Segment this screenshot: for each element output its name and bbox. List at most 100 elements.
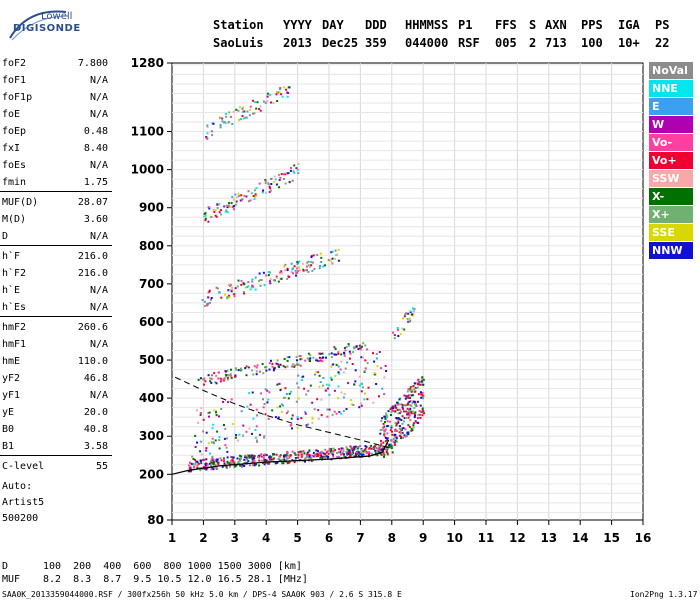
echo-dot: [397, 420, 400, 423]
echo-dot: [315, 370, 318, 373]
y-tick-label: 900: [139, 201, 164, 215]
echo-dot: [346, 454, 349, 457]
y-tick-label: 80: [147, 513, 164, 527]
echo-dot: [338, 411, 341, 413]
echo-dot: [385, 412, 388, 415]
echo-dot: [390, 407, 393, 409]
param-value: 3.60: [83, 214, 108, 225]
echo-dot: [250, 192, 253, 195]
echo-dot: [412, 422, 415, 425]
echo-dot: [330, 352, 333, 355]
echo-dot: [203, 466, 205, 469]
echo-dot: [253, 198, 256, 200]
echo-dot: [315, 358, 318, 361]
echo-dot: [278, 173, 280, 176]
echo-dot: [297, 270, 300, 273]
auto-artist: Artist5: [2, 497, 45, 508]
echo-dot: [292, 272, 294, 275]
echo-dot: [302, 449, 305, 452]
echo-dot: [413, 307, 416, 310]
echo-dot: [245, 116, 248, 119]
echo-dot: [215, 459, 217, 462]
echo-dot: [419, 383, 422, 386]
echo-dot: [200, 407, 203, 410]
echo-dot: [389, 408, 392, 411]
echo-dot: [223, 379, 226, 381]
echo-dot: [274, 462, 277, 465]
echo-dot: [406, 435, 408, 437]
echo-dot: [214, 439, 217, 442]
echo-dot: [264, 459, 267, 462]
echo-dot: [324, 356, 327, 359]
echo-dot: [408, 425, 411, 428]
echo-dot: [360, 348, 363, 351]
echo-dot: [353, 383, 356, 386]
header-row2-cell: 2: [529, 36, 537, 50]
y-tick-label: 1100: [131, 125, 164, 139]
param-separator: [0, 245, 112, 246]
echo-dot: [400, 419, 403, 421]
param-name: foF1: [2, 75, 27, 86]
echo-dot: [343, 352, 346, 355]
echo-dot: [289, 454, 292, 457]
echo-dot: [233, 466, 236, 469]
echo-dot: [294, 364, 296, 367]
echo-dot: [409, 310, 412, 313]
echo-dot: [404, 428, 407, 431]
param-name: B1: [2, 441, 15, 452]
echo-dot: [291, 363, 294, 366]
echo-dot: [218, 291, 220, 294]
echo-dot: [370, 447, 373, 450]
echo-dot: [246, 286, 249, 288]
echo-dot: [288, 392, 291, 395]
echo-dot: [266, 389, 269, 392]
echo-dot: [380, 444, 383, 447]
echo-dot: [240, 457, 242, 460]
param-value: N/A: [89, 109, 108, 120]
echo-dot: [294, 457, 297, 459]
echo-dot: [203, 300, 206, 303]
echo-dot: [304, 460, 306, 463]
echo-dot: [339, 449, 342, 452]
echo-dot: [197, 378, 200, 381]
echo-dot: [315, 449, 318, 452]
echo-dot: [210, 130, 213, 133]
echo-dot: [352, 404, 355, 406]
echo-dot: [336, 452, 339, 454]
echo-dot: [207, 206, 210, 209]
param-row: D N/A: [2, 229, 108, 245]
echo-dot: [232, 456, 235, 459]
echo-dot: [308, 450, 311, 453]
echo-dot: [245, 365, 248, 368]
echo-dot: [375, 383, 378, 385]
echo-dot: [253, 459, 256, 462]
echo-dot: [236, 462, 239, 465]
echo-dot: [398, 427, 401, 430]
echo-dot: [366, 398, 369, 401]
echo-dot: [241, 115, 244, 117]
param-name: h`F: [2, 251, 21, 262]
echo-dot: [211, 437, 214, 440]
echo-dot: [311, 416, 314, 419]
echo-dot: [401, 415, 404, 418]
echo-dot: [297, 453, 300, 456]
echo-dot: [390, 411, 393, 414]
echo-dot: [382, 422, 385, 425]
param-name: yF1: [2, 390, 21, 401]
echo-dot: [391, 445, 394, 448]
echo-dot: [328, 384, 331, 387]
echo-dot: [328, 353, 331, 356]
echo-dot: [414, 420, 417, 423]
profile-curve: [174, 376, 389, 449]
echo-dot: [257, 455, 260, 457]
echo-dot: [401, 406, 404, 409]
param-value: 46.8: [83, 373, 108, 384]
echo-dot: [206, 463, 209, 466]
echo-dot: [227, 283, 230, 286]
echo-dot: [348, 451, 351, 454]
echo-dot: [206, 126, 209, 129]
y-tick-label: 500: [139, 353, 164, 367]
echo-dot: [288, 356, 291, 359]
param-row: C-level 55: [2, 459, 108, 475]
echo-dot: [339, 451, 341, 454]
